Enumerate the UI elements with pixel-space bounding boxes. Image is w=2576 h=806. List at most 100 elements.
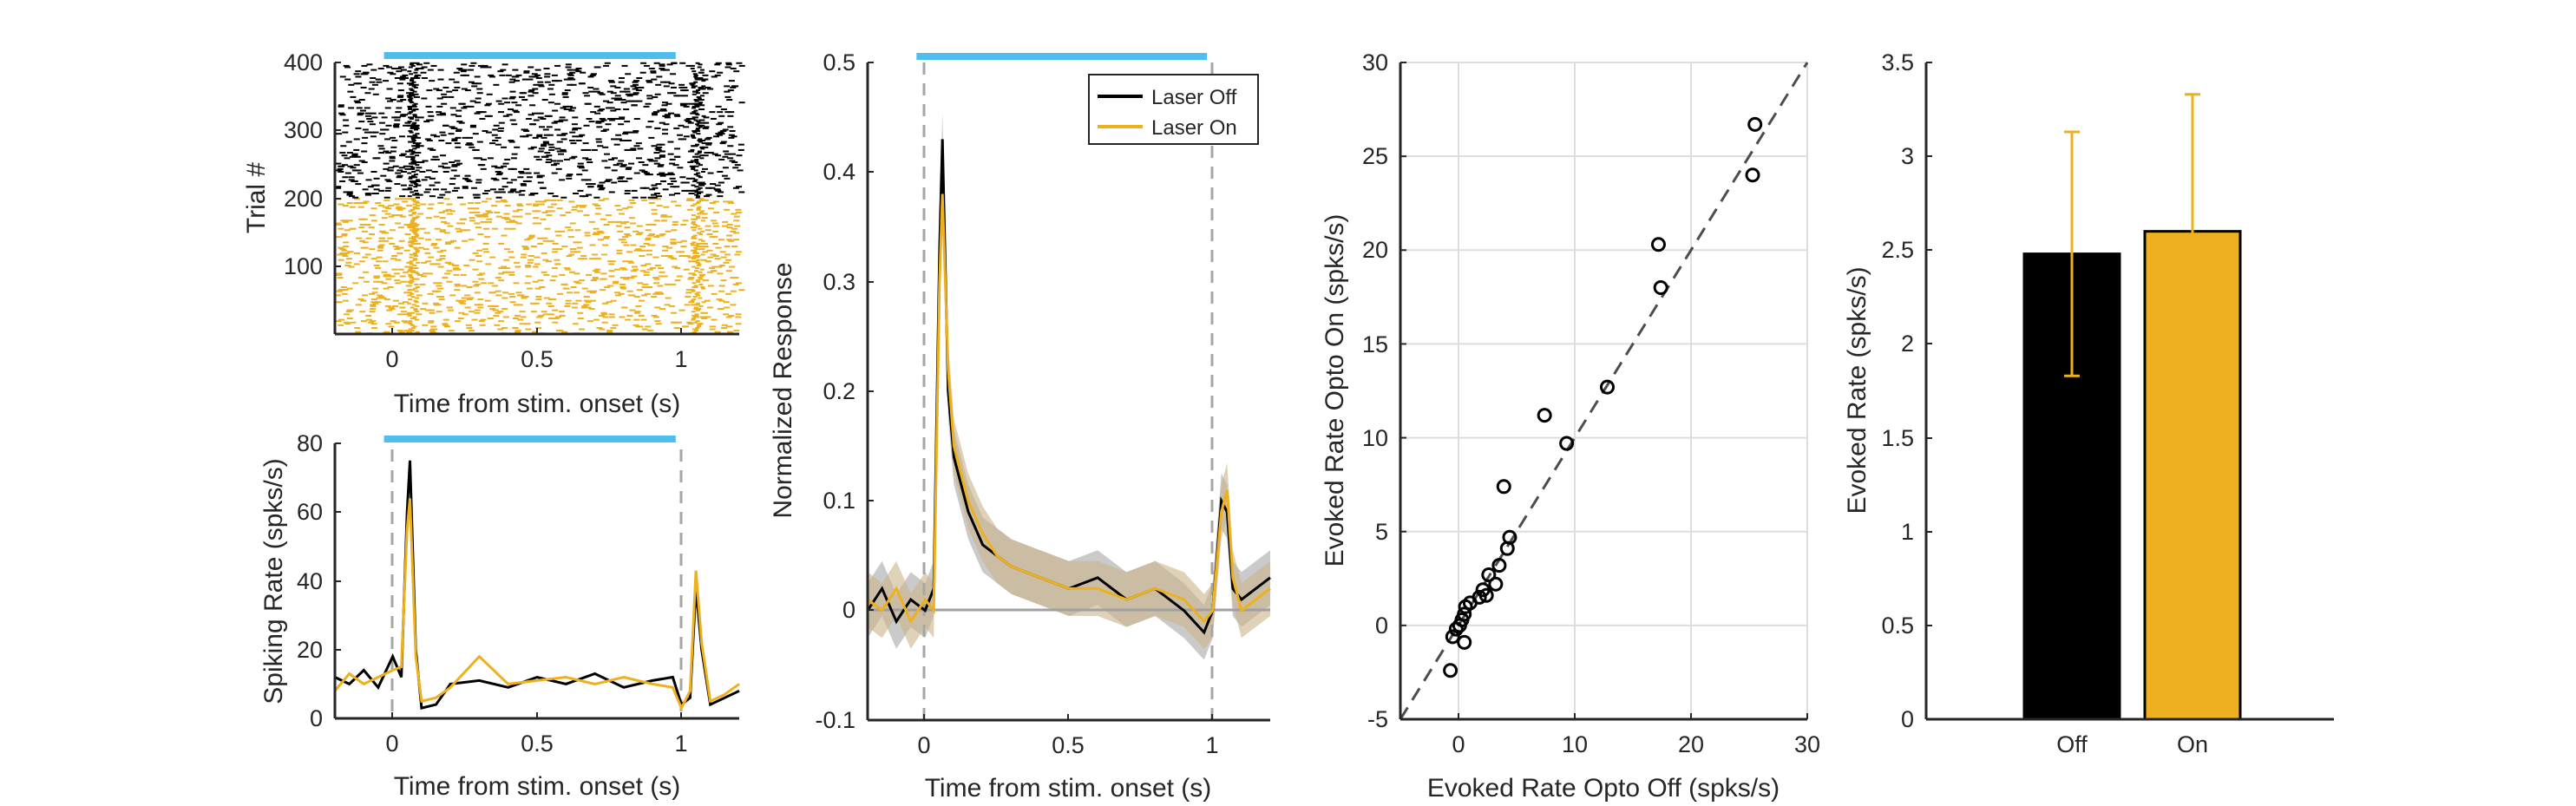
raster-spike bbox=[397, 268, 404, 271]
raster-spike bbox=[417, 68, 424, 70]
raster-spike bbox=[407, 226, 412, 229]
raster-spike bbox=[469, 100, 476, 102]
raster-spike bbox=[683, 126, 690, 128]
raster-spike bbox=[625, 234, 632, 237]
raster-spike bbox=[573, 280, 580, 283]
raster-spike bbox=[401, 311, 408, 313]
raster-spike bbox=[412, 227, 417, 230]
raster-spike bbox=[384, 189, 391, 192]
raster-spike bbox=[497, 328, 504, 331]
raster-spike bbox=[698, 76, 704, 79]
raster-spike bbox=[570, 83, 577, 86]
raster-spike bbox=[475, 255, 482, 258]
raster-spike bbox=[443, 222, 450, 225]
raster-spike bbox=[537, 81, 544, 83]
raster-spike bbox=[437, 78, 444, 81]
raster-spike bbox=[732, 187, 739, 189]
raster-spike bbox=[571, 208, 578, 211]
raster-spike bbox=[692, 229, 697, 232]
raster-spike bbox=[364, 107, 370, 109]
raster-spike bbox=[370, 135, 377, 138]
raster-spike bbox=[548, 83, 555, 86]
psth-xlabel: Time from stim. onset (s) bbox=[394, 772, 681, 801]
raster-spike bbox=[394, 76, 401, 79]
scatter-point bbox=[1537, 408, 1552, 423]
raster-spike bbox=[536, 176, 543, 179]
raster-spike bbox=[495, 196, 502, 199]
raster-spike bbox=[392, 124, 399, 127]
raster-spike bbox=[412, 142, 417, 145]
raster-spike bbox=[697, 66, 702, 69]
raster-spike bbox=[700, 286, 705, 289]
scatter-ytick-30: 30 bbox=[1362, 49, 1388, 75]
raster-spike bbox=[508, 139, 515, 141]
raster-spike bbox=[518, 170, 525, 173]
raster-spike bbox=[650, 193, 657, 196]
raster-spike bbox=[646, 126, 652, 128]
raster-spike bbox=[537, 112, 544, 115]
raster-spike bbox=[675, 205, 682, 207]
raster-spike bbox=[484, 299, 491, 302]
raster-spike bbox=[357, 206, 364, 208]
raster-spike bbox=[725, 62, 732, 64]
raster-spike bbox=[565, 211, 572, 213]
raster-spike bbox=[622, 207, 629, 210]
raster-spike bbox=[597, 239, 604, 241]
raster-spike bbox=[715, 62, 722, 64]
raster-spike bbox=[410, 80, 415, 82]
raster-spike bbox=[618, 239, 625, 241]
raster-spike bbox=[695, 62, 700, 64]
raster-spike bbox=[528, 66, 534, 69]
raster-spike bbox=[712, 255, 719, 258]
raster-spike bbox=[664, 304, 671, 306]
raster-spike bbox=[440, 249, 447, 252]
raster-spike bbox=[464, 179, 471, 181]
raster-spike bbox=[578, 167, 585, 169]
raster-spike bbox=[709, 236, 716, 239]
raster-spike bbox=[698, 63, 703, 66]
raster-spike bbox=[410, 138, 416, 141]
raster-spike bbox=[437, 265, 444, 268]
raster-spike bbox=[436, 311, 442, 313]
raster-spike bbox=[433, 215, 440, 218]
raster-spike bbox=[457, 318, 464, 320]
raster-spike bbox=[408, 99, 413, 102]
scatter-ytick-0: 0 bbox=[1375, 613, 1388, 639]
raster-spike bbox=[380, 174, 387, 177]
raster-spike bbox=[700, 124, 705, 127]
raster-spike bbox=[606, 301, 613, 304]
raster-spike bbox=[497, 320, 504, 323]
raster-spike bbox=[353, 138, 360, 141]
raster-spike bbox=[466, 143, 473, 146]
raster-spike bbox=[621, 236, 628, 239]
raster-spike bbox=[559, 179, 566, 181]
raster-spike bbox=[551, 121, 558, 124]
raster-spike bbox=[521, 184, 528, 187]
raster-spike bbox=[633, 311, 640, 314]
raster-spike bbox=[568, 271, 575, 273]
raster-spike bbox=[709, 201, 716, 204]
raster-spike bbox=[659, 81, 666, 83]
raster-spike bbox=[359, 239, 366, 242]
raster-spike bbox=[409, 289, 416, 292]
raster-spike bbox=[575, 139, 582, 141]
raster-spike bbox=[694, 161, 699, 164]
raster-spike bbox=[603, 224, 610, 226]
raster-spike bbox=[547, 313, 554, 316]
psth-line-laser-off bbox=[334, 460, 740, 710]
raster-spike bbox=[371, 193, 378, 195]
raster-spike bbox=[652, 160, 659, 162]
raster-spike bbox=[693, 119, 698, 121]
raster-spike bbox=[567, 236, 574, 239]
raster-spike bbox=[632, 131, 639, 134]
raster-spike bbox=[635, 89, 642, 92]
raster-spike bbox=[698, 323, 703, 325]
raster-spike bbox=[695, 320, 700, 323]
raster-spike bbox=[581, 305, 588, 307]
raster-spike bbox=[714, 184, 721, 187]
raster-spike bbox=[726, 331, 733, 333]
raster-spike bbox=[449, 294, 456, 297]
raster-spike bbox=[408, 93, 413, 95]
raster-spike bbox=[546, 214, 553, 217]
raster-spike bbox=[479, 272, 486, 275]
